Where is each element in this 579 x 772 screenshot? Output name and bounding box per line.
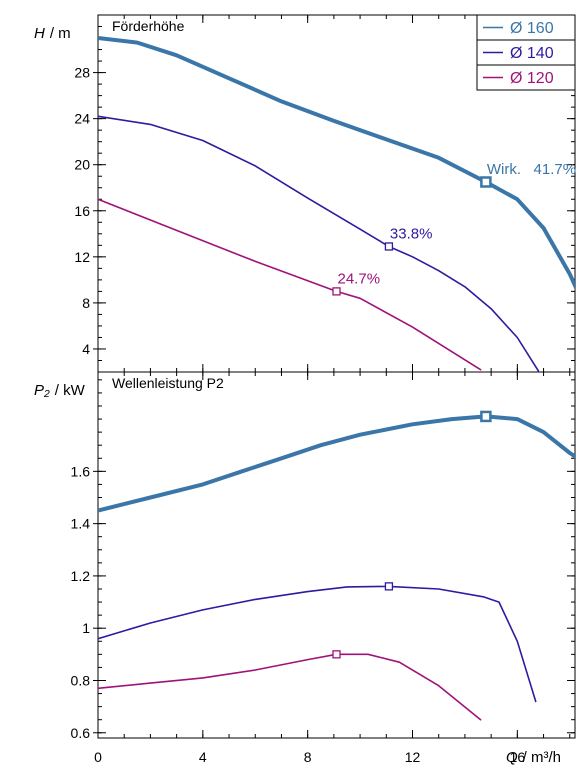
- ytick-label: 16: [74, 203, 90, 219]
- axis-unit: / m: [50, 25, 71, 42]
- panel-title: Förderhöhe: [112, 18, 185, 34]
- ytick-label: 1.4: [71, 516, 91, 532]
- ytick-label: 1.6: [71, 463, 91, 479]
- efficiency-marker: [384, 582, 394, 591]
- ytick-label: 28: [74, 65, 90, 81]
- legend-entry: Ø 140: [510, 45, 554, 62]
- panel-title: Wellenleistung P2: [112, 375, 224, 391]
- series-line-power-2: [98, 653, 482, 721]
- xtick-label: 12: [405, 749, 421, 765]
- axis-symbol: H: [34, 25, 45, 42]
- xtick-label: 4: [199, 749, 207, 765]
- ytick-label: 4: [82, 341, 90, 357]
- legend-entry: Ø 160: [510, 20, 554, 37]
- series-line-power-1: [98, 585, 537, 703]
- efficiency-marker: [332, 287, 341, 296]
- axis-symbol: P₂: [34, 382, 50, 399]
- ytick-label: 24: [74, 111, 90, 127]
- axis-symbol: Q: [506, 749, 518, 766]
- ytick-label: 20: [74, 157, 90, 173]
- legend-entry: Ø 120: [510, 70, 554, 87]
- series-line-head-1: [98, 115, 540, 372]
- series-line-head-0: [98, 36, 575, 291]
- ytick-label: 0.6: [71, 725, 91, 741]
- ytick-label: 12: [74, 249, 90, 265]
- ytick-label: 0.8: [71, 672, 91, 688]
- ytick-label: 8: [82, 295, 90, 311]
- xtick-label: 16: [510, 749, 526, 765]
- efficiency-label: 24.7%: [338, 270, 381, 287]
- efficiency-marker: [384, 242, 394, 251]
- y-axis-label-head: H / m: [34, 25, 71, 42]
- xtick-label: 0: [94, 749, 102, 765]
- xtick-label: 8: [304, 749, 312, 765]
- axis-unit: / m³/h: [523, 749, 561, 766]
- series-line-power-0: [98, 414, 575, 513]
- y-axis-label-power: P₂ / kW: [34, 382, 86, 399]
- panel-frame-1: [97, 371, 576, 739]
- efficiency-marker: [332, 650, 341, 659]
- efficiency-label: Wirk. 41.7%: [487, 161, 576, 178]
- efficiency-marker: [480, 410, 492, 423]
- axis-unit: / kW: [55, 382, 86, 399]
- ytick-label: 1.2: [71, 568, 91, 584]
- efficiency-marker: [480, 176, 492, 188]
- efficiency-label: 33.8%: [390, 225, 433, 242]
- legend: Ø 160 Ø 140 Ø 120: [476, 14, 576, 91]
- ytick-label: 1: [82, 620, 90, 636]
- x-axis-label: Q / m³/h: [506, 749, 561, 766]
